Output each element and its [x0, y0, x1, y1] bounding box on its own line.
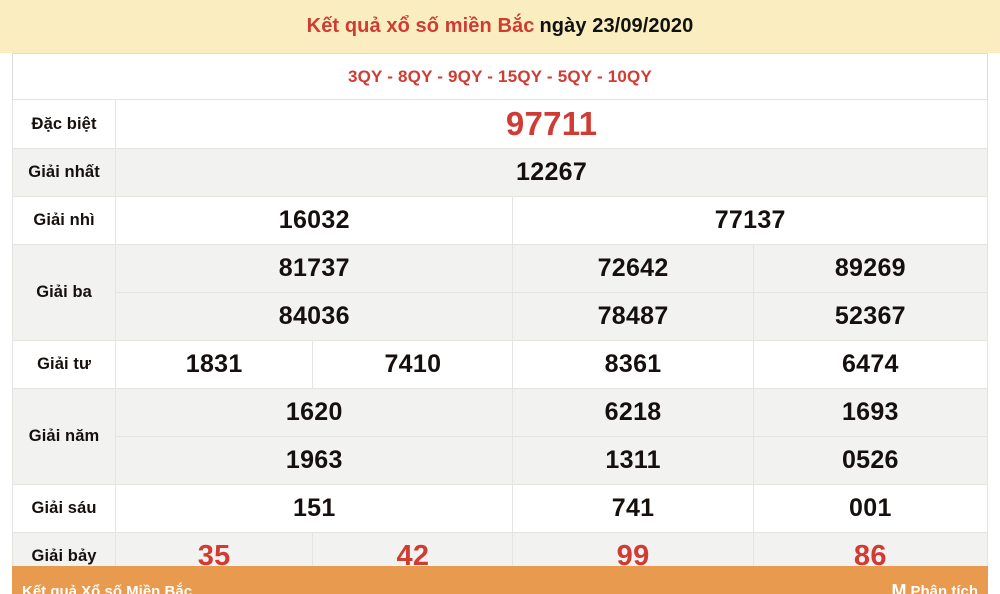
m-logo-icon: M [891, 581, 907, 594]
results-table-body: 3QY - 8QY - 9QY - 15QY - 5QY - 10QY Đặc … [11, 53, 989, 581]
prize-value-giai-tu-2: 7410 [312, 340, 514, 389]
bottom-action-bar[interactable]: Kết quả Xổ số Miền Bắc M Phân tích [12, 566, 988, 594]
results-table-wrap: 3QY - 8QY - 9QY - 15QY - 5QY - 10QY Đặc … [0, 53, 1000, 581]
lottery-code-label: 3QY - 8QY - 9QY - 15QY - 5QY - 10QY [12, 53, 988, 100]
prize-label-giai-nhat: Giải nhất [11, 148, 117, 197]
prize-value-giai-tu-1: 1831 [115, 340, 314, 389]
prize-value-giai-nhi-1: 16032 [115, 196, 514, 245]
prize-value-giai-ba-4: 84036 [115, 292, 514, 341]
table-row-giai-nhi: Giải nhì 16032 77137 [11, 196, 988, 245]
bottom-bar-right-group[interactable]: M Phân tích [891, 582, 978, 594]
results-table: 3QY - 8QY - 9QY - 15QY - 5QY - 10QY Đặc … [11, 53, 989, 581]
prize-value-giai-nam-2: 6218 [512, 388, 754, 437]
prize-value-giai-sau-2: 741 [512, 484, 754, 533]
prize-label-giai-nhi: Giải nhì [11, 196, 117, 245]
prize-value-giai-nam-3: 1693 [752, 388, 989, 437]
table-row-giai-sau: Giải sáu 151 741 001 [11, 484, 989, 533]
table-row-giai-ba-1: Giải ba 81737 72642 89269 [11, 244, 989, 341]
prize-value-giai-ba-3: 89269 [752, 244, 989, 293]
page-title-date: ngày 23/09/2020 [539, 15, 694, 37]
page-title-band: Kết quả xổ số miền Bắc ngày 23/09/2020 [0, 0, 1000, 53]
prize-value-giai-ba-1: 81737 [115, 244, 514, 293]
prize-value-giai-nam-4: 1963 [115, 436, 514, 485]
bottom-bar-left-label[interactable]: Kết quả Xổ số Miền Bắc [22, 582, 193, 594]
prize-value-giai-nam-1: 1620 [115, 388, 514, 437]
prize-value-giai-tu-4: 6474 [752, 340, 989, 389]
bottom-bar-right-label[interactable]: Phân tích [910, 582, 978, 594]
table-row-giai-nhat: Giải nhất 12267 [11, 148, 988, 197]
prize-label-giai-tu: Giải tư [11, 340, 117, 389]
table-row-giai-tu: Giải tư 1831 7410 8361 6474 [11, 340, 989, 389]
table-row-giai-nam-2: 1963 1311 0526 [13, 436, 989, 485]
table-row-giai-nam-1: Giải năm 1620 6218 1693 [11, 388, 989, 485]
prize-value-giai-tu-3: 8361 [512, 340, 754, 389]
prize-value-giai-sau-3: 001 [752, 484, 989, 533]
prize-value-giai-nhi-2: 77137 [512, 196, 988, 245]
prize-label-giai-sau: Giải sáu [11, 484, 117, 533]
table-row-dac-biet: Đặc biệt 97711 [11, 99, 988, 149]
prize-value-giai-ba-6: 52367 [752, 292, 989, 341]
prize-value-dac-biet: 97711 [115, 99, 988, 149]
prize-value-giai-nam-5: 1311 [512, 436, 754, 485]
prize-value-giai-ba-2: 72642 [512, 244, 754, 293]
prize-value-giai-nhat: 12267 [115, 148, 988, 197]
prize-value-giai-nam-6: 0526 [752, 436, 989, 485]
table-row-giai-ba-2: 84036 78487 52367 [13, 292, 989, 341]
prize-label-giai-ba: Giải ba [11, 244, 117, 341]
page-title-main: Kết quả xổ số miền Bắc [306, 15, 535, 37]
table-row-code: 3QY - 8QY - 9QY - 15QY - 5QY - 10QY [12, 53, 988, 100]
prize-value-giai-sau-1: 151 [115, 484, 514, 533]
prize-label-dac-biet: Đặc biệt [11, 99, 117, 149]
prize-value-giai-ba-5: 78487 [512, 292, 754, 341]
page-title: Kết quả xổ số miền Bắc ngày 23/09/2020 [307, 15, 694, 38]
prize-label-giai-nam: Giải năm [11, 388, 117, 485]
